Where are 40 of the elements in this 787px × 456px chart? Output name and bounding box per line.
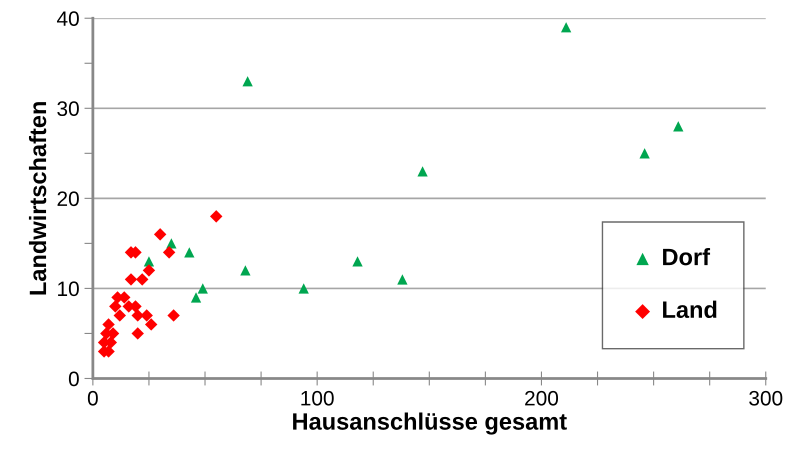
point (210, 210, 222, 223)
point (144, 256, 154, 267)
x-tick-label: 300 (749, 390, 782, 406)
point (242, 76, 253, 86)
point (102, 318, 115, 331)
point (397, 274, 408, 285)
y-tick-label: 10 (58, 281, 79, 296)
point (142, 264, 156, 277)
y-tick-label: 30 (57, 101, 79, 116)
point (132, 309, 144, 322)
legend-label: Land (663, 300, 716, 318)
point (240, 265, 251, 276)
y-tick-label: 40 (56, 11, 79, 26)
point (167, 309, 180, 322)
point (184, 247, 194, 258)
point (136, 273, 148, 286)
point (114, 309, 126, 322)
legend-label: Dorf (663, 248, 710, 266)
point (109, 300, 122, 313)
point (144, 318, 158, 331)
point (166, 238, 177, 249)
point (639, 148, 650, 158)
point (190, 292, 202, 303)
y-axis-title: Landwirtschaften (28, 102, 46, 295)
x-tick-label: 0 (88, 390, 98, 406)
x-tick-label: 100 (301, 390, 334, 406)
y-tick-label: 20 (58, 191, 79, 206)
point (162, 246, 176, 259)
point (298, 283, 309, 294)
x-tick-label: 200 (525, 390, 558, 406)
point (560, 22, 572, 32)
point (132, 327, 144, 340)
point (154, 228, 166, 241)
point (673, 121, 684, 132)
point (417, 166, 428, 176)
point (352, 256, 363, 267)
y-tick-label: 0 (68, 371, 79, 386)
x-axis-title: Hausanschlüsse gesamt (293, 412, 567, 435)
point (124, 273, 138, 286)
point (198, 283, 208, 294)
